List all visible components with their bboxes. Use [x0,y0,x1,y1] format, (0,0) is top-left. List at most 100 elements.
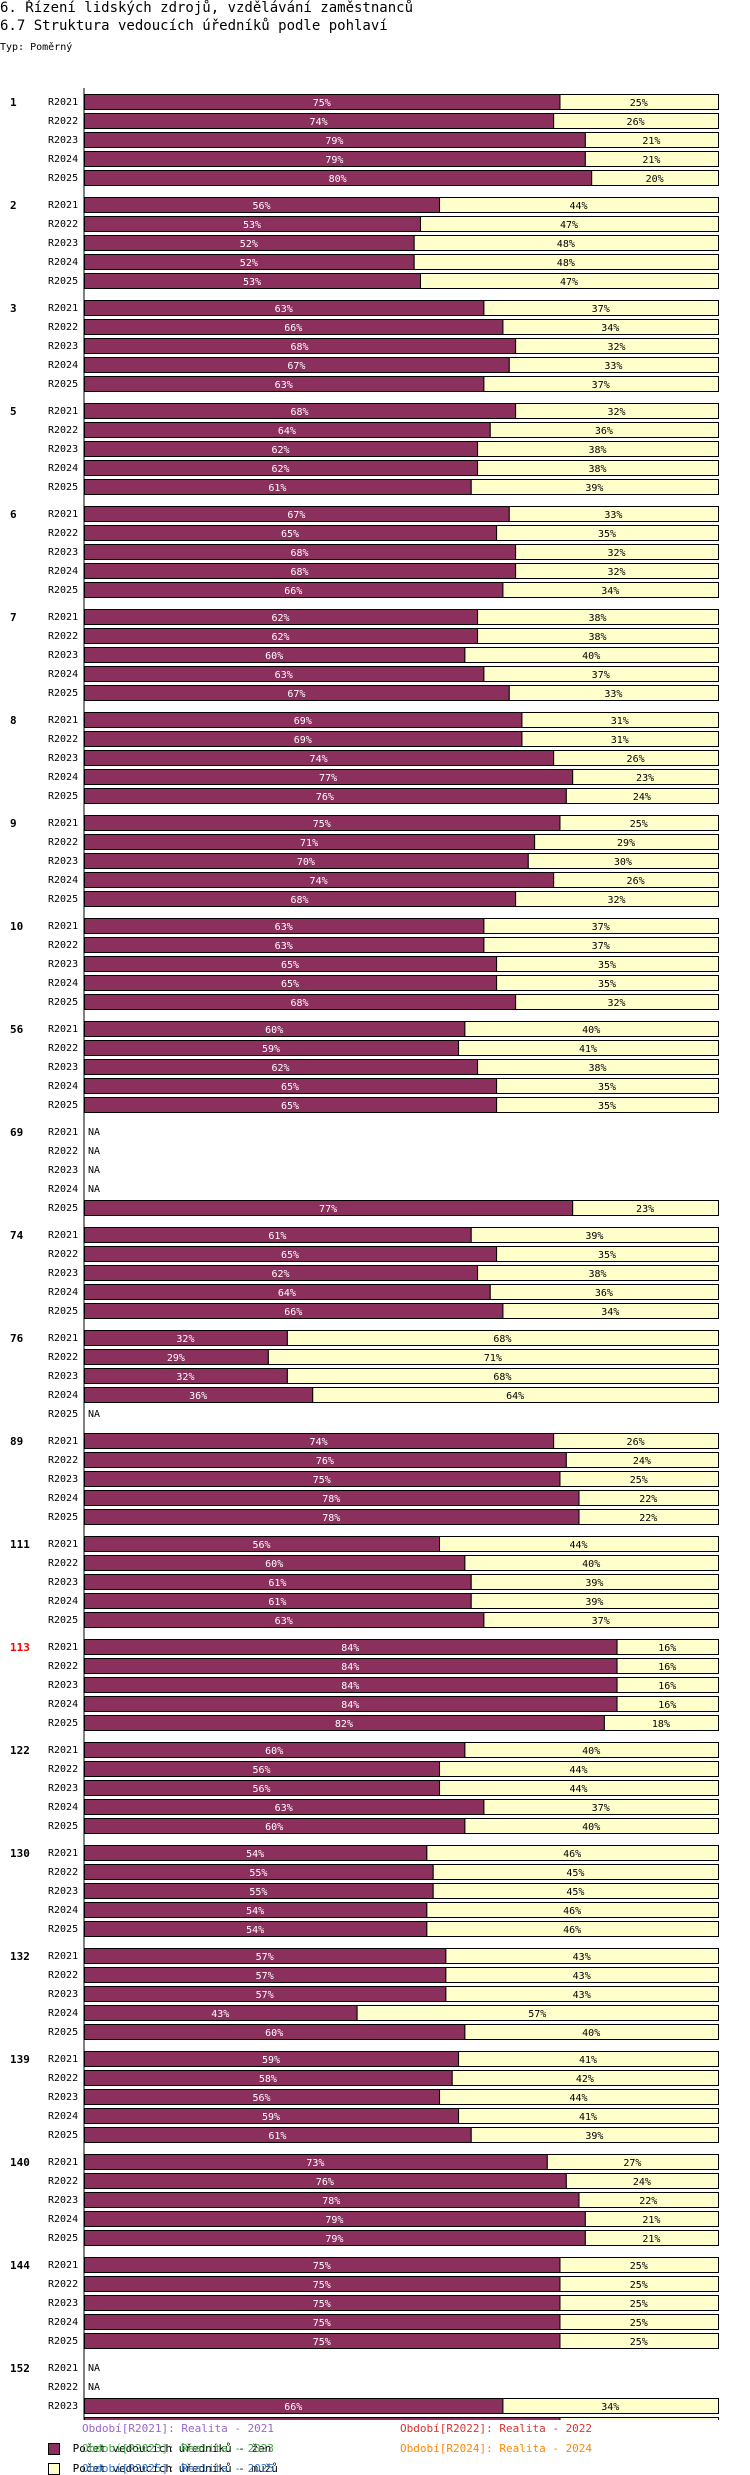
period-label: R2025 [48,1100,78,1111]
period-label: R2024 [48,1184,78,1195]
period-label: R2023 [48,135,78,146]
bar-women-value: 75% [313,2337,331,2348]
period-label: R2021 [48,1127,78,1138]
period-note: Období[R2022]: Realita - 2022 [400,2422,593,2435]
bar-women-value: 59% [262,2055,280,2066]
bar-men [616,1677,719,1693]
bar-women-value: 66% [284,1307,302,1318]
period-label: R2021 [48,200,78,211]
period-label: R2025 [48,1615,78,1626]
bar-women-value: 65% [281,529,299,540]
period-label: R2024 [48,669,78,680]
bar-men-value: 35% [598,1082,616,1093]
bar-women-value: 84% [341,1662,359,1673]
bar-men [477,441,719,457]
period-label: R2021 [48,2363,78,2374]
bar-women-value: 54% [246,1906,264,1917]
bar-men [426,1921,719,1937]
bar-men [413,254,719,270]
bar-women-value: 69% [294,716,312,727]
period-label: R2023 [48,341,78,352]
period-label: R2021 [48,303,78,314]
period-label: R2022 [48,2382,78,2393]
bar-women-value: 79% [325,2215,343,2226]
period-label: R2025 [48,276,78,287]
period-label: R2022 [48,116,78,127]
bar-men [477,609,719,625]
period-label: R2024 [48,1081,78,1092]
group-label: 7 [10,611,17,624]
bar-men-value: 38% [589,445,607,456]
bar-men-value: 26% [627,876,645,887]
period-label: R2024 [48,154,78,165]
group-label: 3 [10,302,17,315]
period-label: R2022 [48,1249,78,1260]
bar-men-value: 26% [627,754,645,765]
bar-men-value: 26% [627,117,645,128]
bar-men [502,1303,719,1319]
bar-women-value: 62% [272,613,290,624]
period-label: R2021 [48,2157,78,2168]
bar-men [496,1097,719,1113]
period-label: R2024 [48,1802,78,1813]
bar-men-value: 37% [592,380,610,391]
period-label: R2021 [48,1745,78,1756]
bar-women-value: 56% [252,1540,270,1551]
bar-men [559,815,719,831]
bar-women-value: 65% [281,960,299,971]
bar-men-value: 37% [592,941,610,952]
stacked-bar-chart: 1 R2021 75% 25% R2022 74% 26% R2023 79% 21% R2024 7… [10,88,720,2420]
bar-men [553,113,719,129]
bar-women-value: 62% [272,445,290,456]
bar-women-value: 61% [268,1231,286,1242]
bar-women-value: 55% [249,1868,267,1879]
group-label: 9 [10,817,17,830]
period-label: R2024 [48,2317,78,2328]
period-label: R2023 [48,1062,78,1073]
bar-women-value: 68% [291,998,309,1009]
period-label: R2021 [48,2260,78,2271]
bar-men [356,2005,719,2021]
bar-women-value: 54% [246,1925,264,1936]
period-label: R2023 [48,2092,78,2103]
bar-men-value: 40% [582,2028,600,2039]
period-label: R2023 [48,1165,78,1176]
bar-men-value: 32% [608,548,626,559]
bar-men-value: 45% [566,1887,584,1898]
bar-men-value: 25% [630,2299,648,2310]
bar-men-value: 18% [652,1719,670,1730]
bar-men [426,1902,719,1918]
bar-women-value: 68% [291,407,309,418]
period-note: Období[R2025]: Realita - 2025 [82,2462,275,2475]
bar-men [559,94,719,110]
period-label: R2023 [48,650,78,661]
period-label: R2025 [48,1409,78,1420]
bar-men-value: 32% [608,998,626,1009]
bar-men-value: 44% [569,1540,587,1551]
bar-men-value: 34% [601,586,619,597]
bar-men [432,1883,719,1899]
bar-men-value: 22% [639,1513,657,1524]
bar-men [553,872,719,888]
bar-women-value: 75% [313,2280,331,2291]
bar-men [445,1948,719,1964]
bar-men [483,1799,720,1815]
bar-women-value: 57% [256,1952,274,1963]
bar-men-value: 38% [589,1063,607,1074]
bar-men [464,1742,719,1758]
period-label: R2023 [48,2298,78,2309]
bar-women-value: 74% [310,754,328,765]
bar-men [483,376,720,392]
period-label: R2023 [48,1577,78,1588]
bar-women-value: 64% [278,426,296,437]
period-label: R2021 [48,1333,78,1344]
bar-women-value: 70% [297,857,315,868]
period-label: R2021 [48,406,78,417]
group-label: 2 [10,199,17,212]
bar-men-value: 34% [601,323,619,334]
bar-men [515,994,719,1010]
period-label: R2021 [48,97,78,108]
bar-men-value: 44% [569,1784,587,1795]
bar-men [477,1059,719,1075]
bar-women-value: 74% [310,117,328,128]
